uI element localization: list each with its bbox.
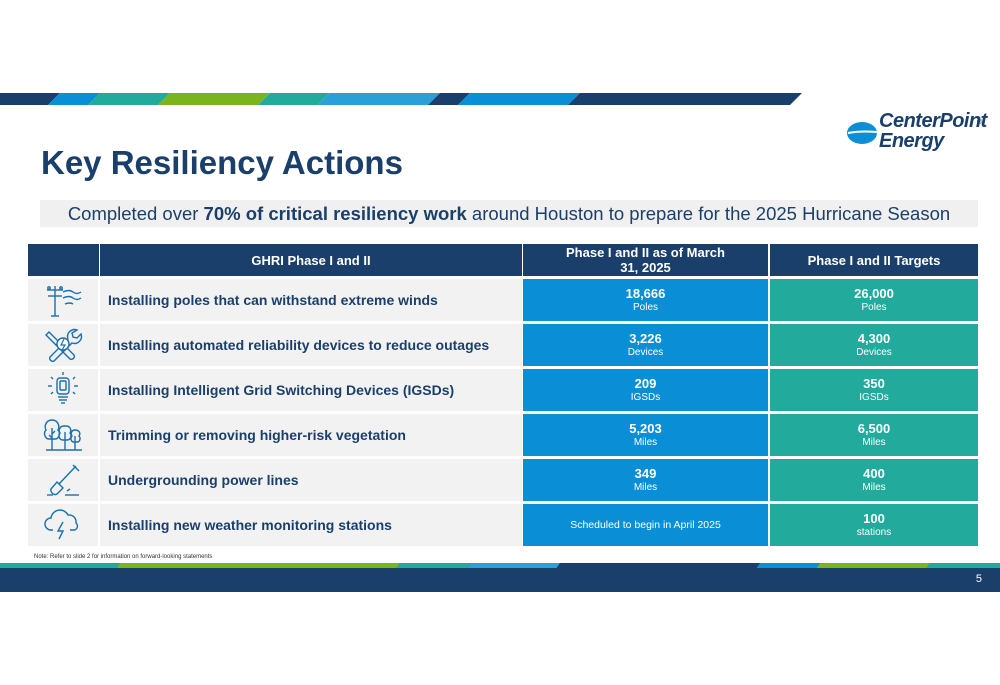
- lightbulb-icon: [48, 372, 78, 404]
- progress-cell: 18,666 Poles: [523, 279, 768, 321]
- table-header-icon-cell: [28, 244, 99, 276]
- progress-unit: IGSDs: [630, 392, 661, 403]
- table-row-icon-cell: [28, 504, 98, 546]
- footer-bar: 5: [0, 568, 1000, 592]
- progress-unit: Poles: [632, 302, 658, 313]
- logo-registered-mark: ®: [977, 119, 983, 126]
- progress-value: 209: [634, 376, 657, 391]
- footer-color-stripe: [0, 563, 1000, 569]
- target-cell: 6,500 Miles: [770, 414, 978, 456]
- subtitle-post: around Houston to prepare for the 2025 H…: [466, 203, 951, 224]
- table-row-icon-cell: [28, 369, 98, 411]
- logo-swoosh-icon: [847, 122, 886, 144]
- progress-unit: Miles: [633, 482, 658, 493]
- top-color-stripe: [0, 93, 802, 105]
- table-row-label: Installing new weather monitoring statio…: [100, 504, 522, 546]
- centerpoint-logo: CenterPoint ® Energy: [846, 110, 987, 155]
- progress-value: 3,226: [629, 331, 662, 346]
- target-cell: 100 stations: [770, 504, 978, 546]
- table-row-icon-cell: [28, 324, 98, 366]
- progress-scheduled-text: Scheduled to begin in April 2025: [570, 519, 721, 531]
- table-row-label: Installing poles that can withstand extr…: [100, 279, 522, 321]
- target-unit: IGSDs: [859, 392, 889, 403]
- subtitle-banner: Completed over 70% of critical resilienc…: [40, 200, 978, 227]
- target-cell: 4,300 Devices: [770, 324, 978, 366]
- subtitle-pre: Completed over: [67, 203, 204, 224]
- logo-line-1: CenterPoint: [879, 110, 987, 132]
- table-row-label: Installing Intelligent Grid Switching De…: [100, 369, 522, 411]
- progress-cell: 349 Miles: [523, 459, 768, 501]
- wrench-screwdriver-icon: [45, 328, 83, 362]
- shovel-icon: [47, 464, 80, 496]
- progress-cell: Scheduled to begin in April 2025: [523, 504, 768, 546]
- target-value: 6,500: [857, 421, 891, 436]
- table-row-icon-cell: [28, 414, 98, 456]
- table-header-targets: Phase I and II Targets: [770, 244, 978, 276]
- page-number: 5: [975, 573, 982, 585]
- progress-value: 349: [634, 466, 657, 481]
- table-header-progress: Phase I and II as of March 31, 2025: [523, 244, 768, 276]
- progress-value: 5,203: [629, 421, 662, 436]
- target-unit: Poles: [861, 302, 887, 313]
- target-value: 100: [863, 511, 885, 526]
- target-unit: Miles: [862, 482, 886, 493]
- trees-icon: [43, 419, 82, 451]
- target-value: 350: [863, 376, 885, 391]
- progress-unit: Miles: [633, 437, 658, 448]
- footnote: Note: Refer to slide 2 for information o…: [34, 554, 213, 560]
- target-unit: stations: [856, 527, 892, 538]
- target-cell: 350 IGSDs: [770, 369, 978, 411]
- target-cell: 26,000 Poles: [770, 279, 978, 321]
- utility-pole-icon: [47, 286, 82, 317]
- target-value: 4,300: [857, 331, 891, 346]
- table-row-label: Installing automated reliability devices…: [100, 324, 522, 366]
- progress-value: 18,666: [625, 286, 666, 301]
- logo-line-2: Energy: [879, 130, 944, 152]
- storm-cloud-icon: [44, 509, 79, 540]
- progress-cell: 5,203 Miles: [523, 414, 768, 456]
- table-row-label: Undergrounding power lines: [100, 459, 522, 501]
- table-row-icon-cell: [28, 459, 98, 501]
- progress-cell: 3,226 Devices: [523, 324, 768, 366]
- target-unit: Devices: [856, 347, 892, 358]
- table-row-label: Trimming or removing higher-risk vegetat…: [100, 414, 522, 456]
- target-value: 400: [863, 466, 885, 481]
- target-unit: Miles: [862, 437, 886, 448]
- target-value: 26,000: [854, 286, 894, 301]
- target-cell: 400 Miles: [770, 459, 978, 501]
- progress-unit: Devices: [627, 347, 664, 358]
- subtitle-bold: 70% of critical resiliency work: [203, 203, 467, 224]
- page-title: Key Resiliency Actions: [41, 144, 403, 181]
- table-row-icon-cell: [28, 279, 98, 321]
- table-header-program: GHRI Phase I and II: [100, 244, 522, 276]
- progress-cell: 209 IGSDs: [523, 369, 768, 411]
